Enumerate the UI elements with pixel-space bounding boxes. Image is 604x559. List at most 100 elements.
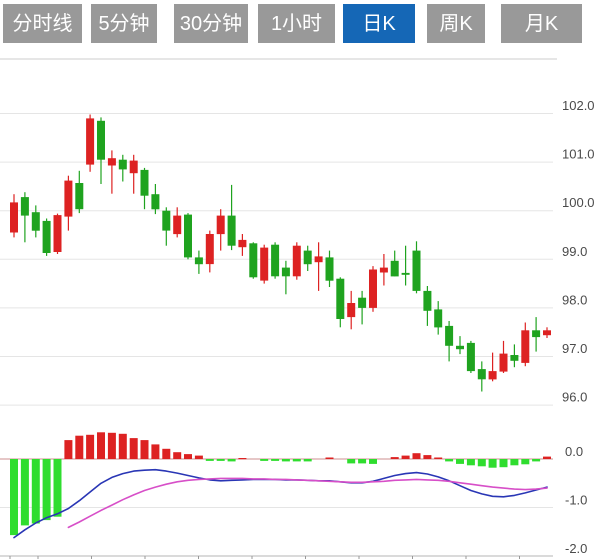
- candle-body: [488, 371, 497, 380]
- candle-body: [499, 353, 508, 372]
- macd-bar: [31, 459, 40, 524]
- macd-bar: [118, 433, 127, 459]
- macd-bar: [445, 459, 454, 462]
- candle-body: [532, 330, 541, 338]
- macd-bar: [238, 458, 247, 460]
- price-axis-label: 97.0: [562, 341, 587, 356]
- macd-bar: [358, 459, 367, 464]
- candle-body: [97, 120, 105, 160]
- macd-bar: [543, 456, 551, 459]
- macd-bar: [216, 459, 225, 461]
- macd-bar: [347, 459, 356, 464]
- tab-timeline[interactable]: 分时线: [3, 4, 82, 43]
- candle-body: [140, 169, 149, 196]
- macd-bar: [521, 459, 530, 465]
- macd-bar: [466, 459, 475, 466]
- candle-body: [260, 247, 269, 281]
- macd-bar: [434, 457, 443, 459]
- candle-body: [64, 180, 73, 217]
- candle-body: [456, 345, 464, 350]
- tab-1hour[interactable]: 1小时: [258, 4, 335, 43]
- tab-weekly[interactable]: 周K: [427, 4, 485, 43]
- macd-bar: [64, 440, 73, 459]
- candle-body: [173, 215, 182, 235]
- period-tabbar: 分时线 5分钟 30分钟 1小时 日K 周K 月K: [0, 0, 604, 57]
- candle-body: [42, 220, 51, 253]
- candle-body: [10, 202, 18, 233]
- tab-5min[interactable]: 5分钟: [91, 4, 157, 43]
- macd-bar: [53, 459, 62, 517]
- macd-bar: [86, 434, 95, 460]
- macd-axis-label: -1.0: [565, 493, 587, 508]
- candle-body: [184, 214, 192, 258]
- candle-body: [31, 212, 40, 231]
- candle-body: [336, 278, 345, 319]
- candle-body: [434, 309, 443, 328]
- macd-bar: [412, 453, 421, 459]
- price-axis-label: 99.0: [562, 244, 587, 259]
- macd-bar: [97, 432, 105, 459]
- macd-bar: [260, 459, 269, 461]
- candle-body: [477, 369, 486, 380]
- candle-body: [281, 267, 290, 277]
- candle-body: [75, 183, 84, 210]
- price-axis-label: 102.0: [562, 98, 595, 113]
- candle-body: [412, 250, 421, 291]
- macd-bar: [42, 459, 51, 521]
- candle-body: [216, 215, 225, 235]
- candle-body: [238, 239, 247, 248]
- macd-bar: [151, 444, 160, 459]
- macd-bar: [173, 452, 182, 459]
- macd-bar: [477, 459, 486, 467]
- candle-body: [53, 215, 62, 252]
- candle-body: [543, 330, 551, 336]
- macd-bar: [75, 435, 84, 459]
- candle-body: [314, 256, 323, 263]
- candle-body: [227, 215, 236, 246]
- macd-bar: [20, 459, 29, 526]
- candle-body: [118, 159, 127, 170]
- macd-bar: [107, 432, 116, 459]
- price-axis-label: 101.0: [562, 147, 595, 162]
- macd-bar: [184, 454, 192, 459]
- macd-bar: [129, 438, 138, 459]
- candle-body: [129, 160, 138, 174]
- candle-body: [379, 267, 388, 273]
- candle-body: [369, 269, 377, 308]
- candle-body: [466, 342, 475, 372]
- macd-axis-label: -2.0: [565, 541, 587, 556]
- macd-bar: [292, 459, 301, 462]
- macd-bar: [227, 459, 236, 462]
- price-axis-label: 98.0: [562, 292, 587, 307]
- candle-body: [521, 330, 530, 363]
- macd-bar: [390, 457, 399, 459]
- candle-body: [303, 250, 312, 265]
- tab-30min[interactable]: 30分钟: [174, 4, 248, 43]
- macd-bar: [205, 459, 214, 461]
- candle-body: [445, 325, 454, 346]
- candle-body: [194, 257, 203, 265]
- tab-daily[interactable]: 日K: [343, 4, 415, 43]
- tab-monthly[interactable]: 月K: [501, 4, 582, 43]
- macd-bar: [369, 459, 377, 464]
- candle-body: [86, 118, 95, 165]
- candle-body: [249, 243, 258, 278]
- candle-body: [292, 245, 301, 277]
- candle-body: [401, 272, 410, 275]
- candle-body: [510, 355, 519, 361]
- price-axis-label: 96.0: [562, 390, 587, 405]
- candle-body: [358, 297, 367, 308]
- candle-body: [347, 303, 356, 318]
- price-axis-label: 100.0: [562, 195, 595, 210]
- candle-body: [271, 244, 280, 277]
- macd-bar: [499, 459, 508, 468]
- candle-body: [151, 194, 160, 210]
- macd-bar: [281, 459, 290, 462]
- candle-body: [423, 290, 432, 311]
- macd-bar: [10, 459, 18, 536]
- macd-bar: [303, 459, 312, 462]
- candle-body: [20, 197, 29, 216]
- macd-bar: [194, 455, 203, 459]
